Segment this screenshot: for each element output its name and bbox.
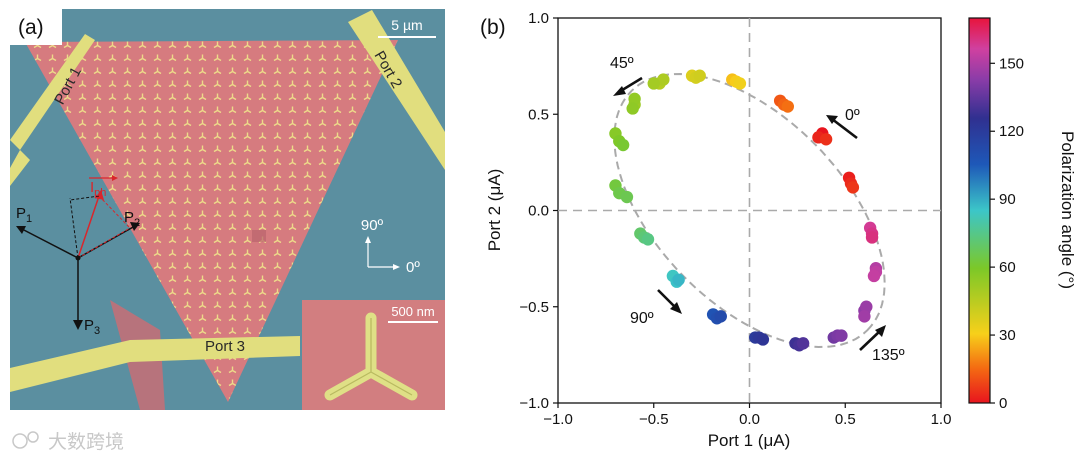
y-axis-label: Port 2 (μA) (485, 169, 504, 252)
colorbar-tick-label: 90 (999, 191, 1016, 208)
watermark-logo-icon (12, 433, 28, 449)
colorbar-tick-label: 60 (999, 259, 1016, 276)
data-point (733, 77, 747, 90)
panel-b: (b) −1.0 −0.5 0.0 0.5 1.0 −1.0 −0.5 0.0 0.5 1.0 … (480, 10, 1077, 450)
colorbar-tick-label: 0 (999, 395, 1007, 412)
colorbar-tick-label: 150 (999, 55, 1024, 72)
data-point (865, 231, 879, 244)
p3-label: P3 (84, 317, 100, 337)
y-tick-label: 0.0 (528, 203, 549, 220)
panel-a: 500 nm 5 µm Port 1 Port 2 Port 3 (10, 9, 445, 410)
angle-90-label: 90º (361, 217, 384, 234)
colorbar-tick-label: 30 (999, 327, 1016, 344)
data-point (796, 337, 810, 350)
colorbar-tick-label: 120 (999, 123, 1024, 140)
p1-label: P1 (16, 205, 32, 225)
chart: −1.0 −0.5 0.0 0.5 1.0 −1.0 −0.5 0.0 0.5 1.0 Port… (485, 10, 951, 450)
plot-frame (557, 17, 942, 404)
angle-axes (365, 236, 400, 270)
y-tick-label: 1.0 (528, 10, 549, 27)
data-point (626, 102, 639, 115)
x-axis-label: Port 1 (μA) (708, 431, 791, 450)
x-tick-label: 1.0 (931, 411, 952, 428)
y-tick-label: −0.5 (519, 299, 549, 316)
data-point (672, 273, 685, 286)
x-tick-label: −0.5 (639, 411, 669, 428)
angle-0-label: 0º (406, 259, 420, 276)
colorbar: 0 30 60 90 120 150 Polarization angle (°) (968, 17, 1077, 412)
arrow-90: 90º (630, 289, 682, 327)
data-point (620, 190, 634, 204)
data-point (819, 133, 833, 146)
port3-electrode (10, 336, 300, 392)
fit-ellipse (613, 72, 886, 349)
watermark-text: 大数跨境 (48, 431, 124, 453)
arrow-135: 135º (859, 325, 905, 364)
port3-label: Port 3 (205, 338, 245, 355)
trefoil-array (25, 40, 398, 402)
svg-text:135º: 135º (872, 347, 905, 364)
port2-electrode (348, 10, 445, 170)
data-point (867, 269, 881, 283)
svg-text:90º: 90º (630, 310, 654, 327)
data-point (835, 329, 848, 342)
x-tick-label: −1.0 (543, 411, 573, 428)
x-tick-label: 0.5 (835, 411, 856, 428)
port1-electrode (10, 34, 95, 150)
data-point (846, 181, 860, 194)
vector-diagram (16, 190, 140, 330)
y-ticks: −1.0 −0.5 0.0 0.5 1.0 (519, 10, 558, 412)
data-point (858, 310, 871, 323)
data-points (609, 69, 883, 352)
y-tick-label: −1.0 (519, 395, 549, 412)
colorbar-label: Polarization angle (°) (1058, 131, 1077, 289)
x-ticks: −1.0 −0.5 0.0 0.5 1.0 (543, 403, 951, 428)
data-point (628, 92, 641, 106)
iph-label: Iph (90, 179, 106, 199)
data-point (860, 300, 873, 313)
data-point (693, 69, 706, 82)
inset-scale-label: 500 nm (391, 304, 434, 319)
colorbar-ticks: 0 30 60 90 120 150 (990, 55, 1024, 412)
p2-label: P2 (124, 209, 140, 229)
arrow-45: 45º (610, 55, 643, 96)
panel-a-label: (a) (18, 16, 44, 39)
svg-text:45º: 45º (610, 55, 634, 72)
data-point (657, 73, 670, 86)
colorbar-gradient (968, 17, 991, 404)
data-point (616, 138, 630, 152)
svg-text:0º: 0º (845, 107, 860, 124)
data-point (647, 77, 660, 90)
y-tick-label: 0.5 (528, 106, 549, 123)
data-point (641, 233, 655, 246)
data-point (714, 310, 727, 323)
x-tick-label: 0.0 (739, 411, 760, 428)
arrow-0: 0º (826, 107, 860, 140)
sem-inset: 500 nm (302, 300, 445, 410)
watermark: 大数跨境 (12, 431, 124, 453)
data-point (781, 100, 794, 113)
scale-bar-label: 5 µm (391, 17, 422, 33)
panel-b-label: (b) (480, 16, 506, 39)
data-point (756, 333, 770, 346)
